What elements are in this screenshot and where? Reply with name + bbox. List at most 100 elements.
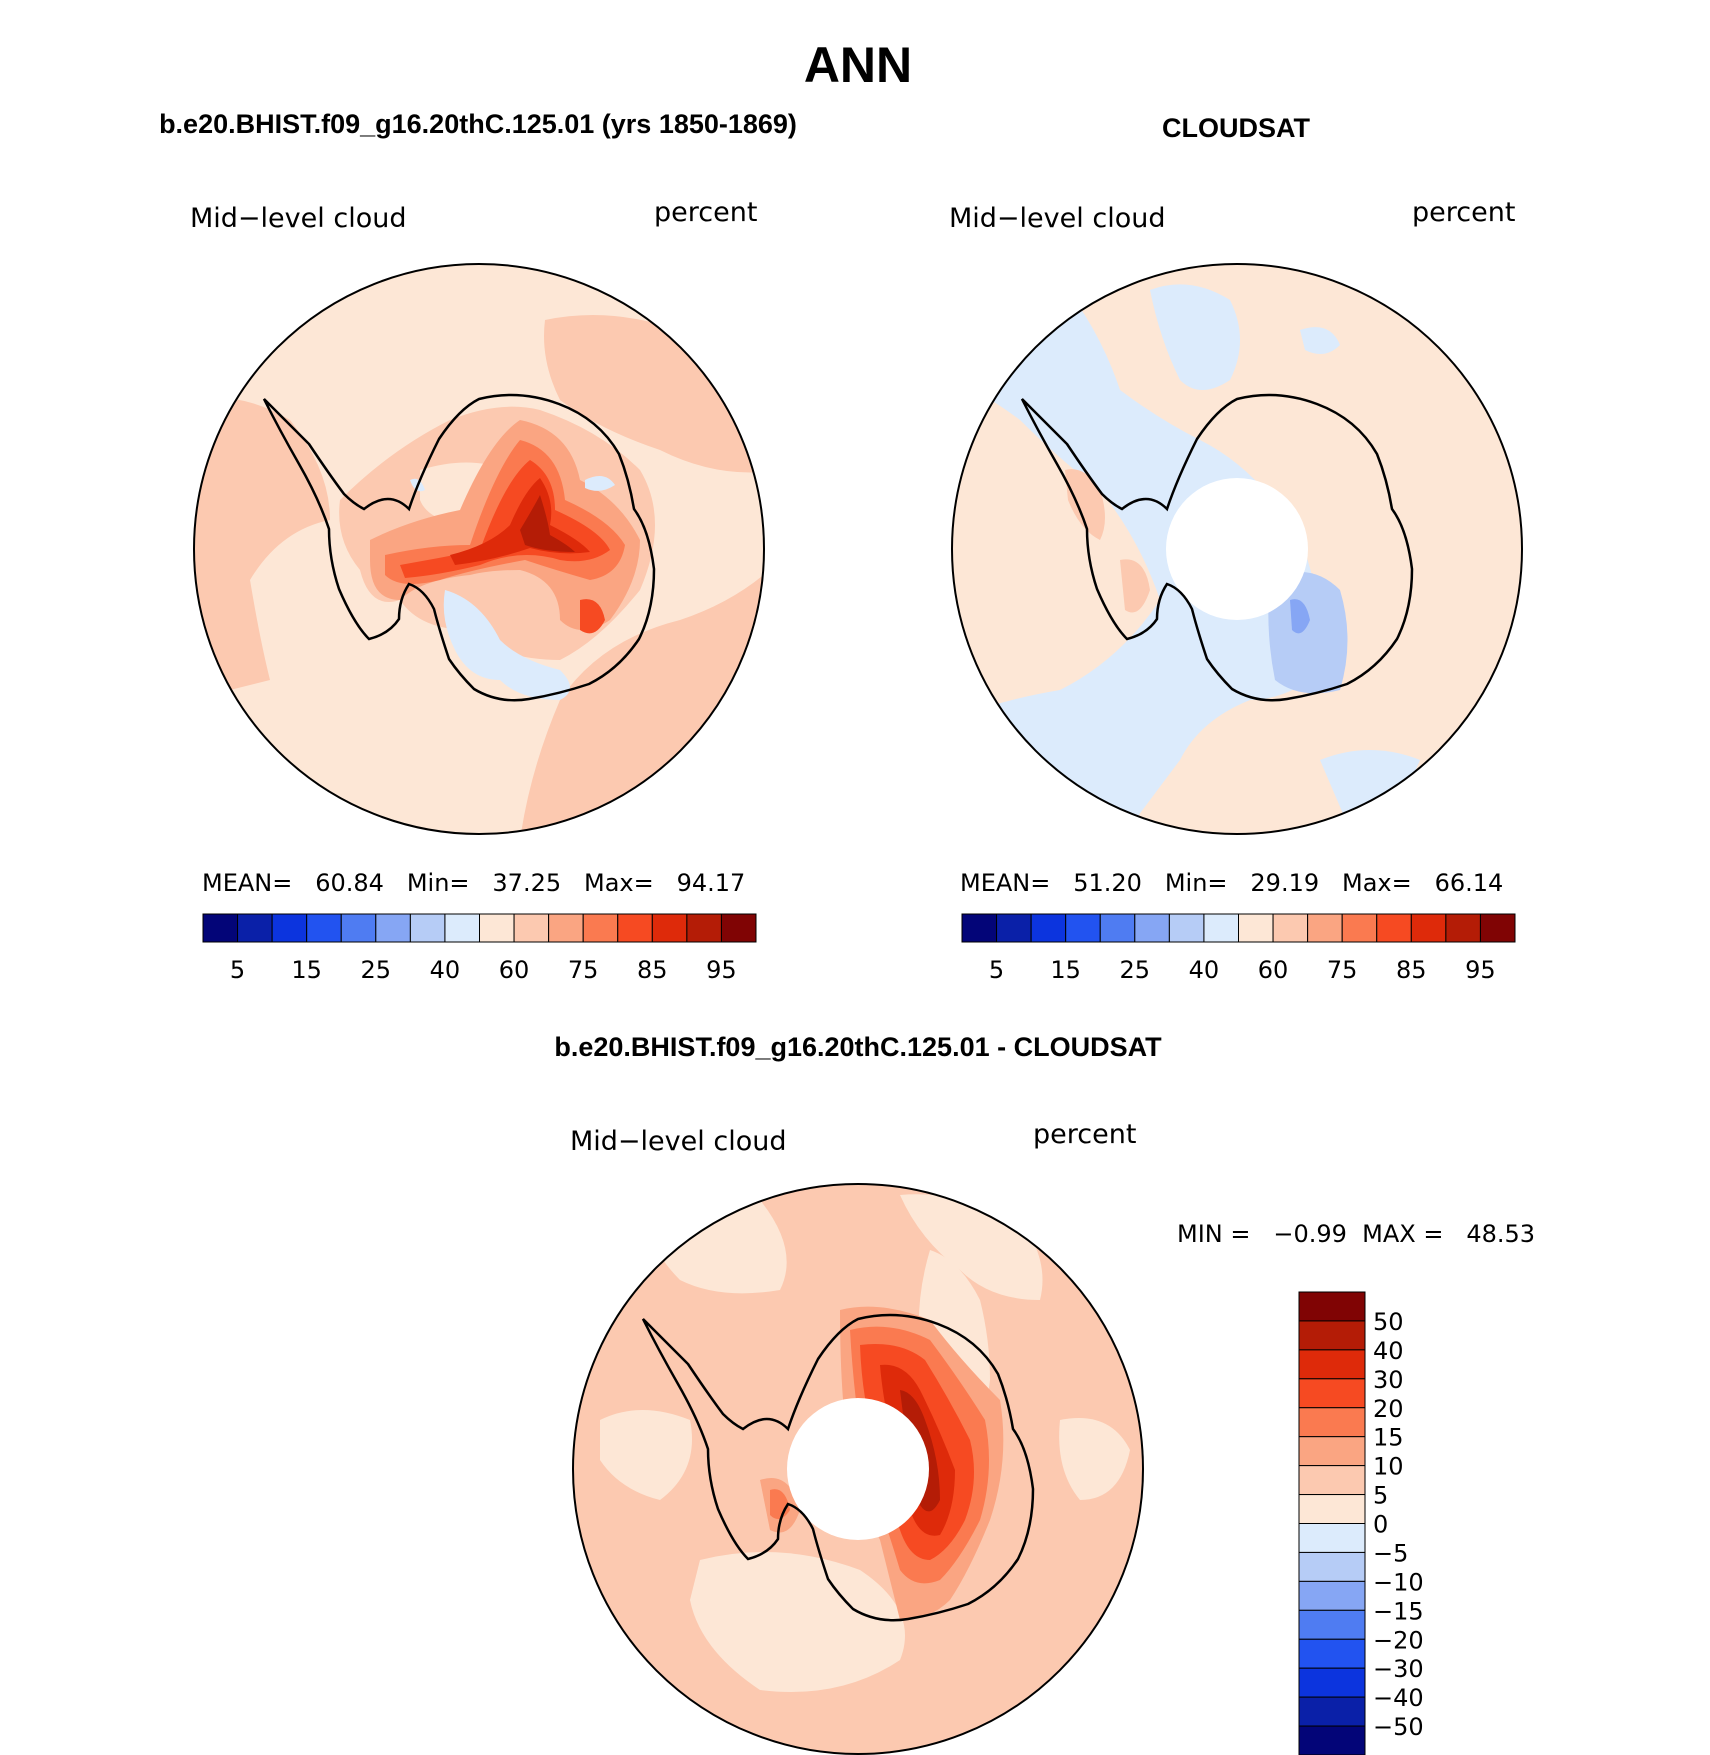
diff-colorbar-label: 15 <box>1373 1424 1404 1452</box>
model-colorbar-swatch <box>651 913 688 943</box>
obs-colorbar-swatch <box>1099 913 1136 943</box>
diff-colorbar-swatch <box>1298 1667 1366 1698</box>
diff-colorbar-swatch <box>1298 1320 1366 1351</box>
model-panel-title: b.e20.BHIST.f09_g16.20thC.125.01 (yrs 18… <box>159 109 797 139</box>
model-colorbar-swatch <box>548 913 584 943</box>
model-colorbar-label: 5 <box>230 956 245 984</box>
diff-missing-data-hole <box>787 1398 929 1540</box>
model-colorbar-swatch <box>479 913 515 943</box>
diff-colorbar-swatch <box>1298 1638 1366 1669</box>
diff-panel-title: b.e20.BHIST.f09_g16.20thC.125.01 - CLOUD… <box>554 1032 1162 1062</box>
diff-antarctica-coastline <box>641 1313 1035 1622</box>
diff-colorbar-label: 0 <box>1373 1511 1388 1539</box>
obs-colorbar-swatch <box>1134 913 1170 943</box>
diff-colorbar-label: 20 <box>1373 1395 1404 1423</box>
diff-colorbar-label: 5 <box>1373 1482 1388 1510</box>
obs-colorbar-label: 25 <box>1120 956 1151 984</box>
diff-colorbar-label: −20 <box>1373 1626 1424 1654</box>
obs-colorbar-swatch <box>1030 913 1067 943</box>
obs-colorbar-swatch <box>1376 913 1412 943</box>
model-colorbar-swatch <box>409 913 446 943</box>
model-colorbar-label: 15 <box>291 956 322 984</box>
obs-colorbar-swatch <box>1307 913 1343 943</box>
model-colorbar: 5 15 25 40 60 75 85 95 <box>202 913 757 984</box>
obs-colorbar-swatch <box>1272 913 1309 943</box>
obs-colorbar-swatch <box>1168 913 1205 943</box>
diff-colorbar-swatch <box>1298 1725 1366 1755</box>
model-colorbar-label: 25 <box>361 956 392 984</box>
diff-colorbar-swatch <box>1298 1291 1366 1322</box>
obs-antarctica-coastline <box>1020 393 1414 702</box>
diff-colorbar-label: −10 <box>1373 1568 1424 1596</box>
diff-colorbar-swatch <box>1298 1580 1366 1611</box>
model-colorbar-swatch <box>444 913 480 943</box>
model-colorbar-swatch <box>375 913 411 943</box>
obs-variable-label: Mid−level cloud <box>949 203 1165 234</box>
model-colorbar-swatch <box>513 913 550 943</box>
obs-colorbar-swatch <box>1203 913 1239 943</box>
model-colorbar-label: 95 <box>706 956 737 984</box>
model-colorbar-label: 85 <box>637 956 668 984</box>
diff-colorbar-label: −5 <box>1373 1539 1408 1567</box>
obs-colorbar-swatch <box>1445 913 1481 943</box>
model-variable-label: Mid−level cloud <box>190 203 406 234</box>
diff-colorbar-swatch <box>1298 1696 1366 1727</box>
diff-colorbar-label: 30 <box>1373 1366 1404 1394</box>
model-colorbar-swatch <box>582 913 619 943</box>
obs-colorbar-swatch <box>1410 913 1447 943</box>
obs-colorbar-swatch <box>1341 913 1378 943</box>
diff-colorbar-label: −40 <box>1373 1684 1424 1712</box>
diff-colorbar-swatch <box>1298 1378 1366 1409</box>
diff-stats: MIN = −0.99 MAX = 48.53 <box>1177 1220 1535 1248</box>
obs-colorbar-swatch <box>1479 913 1516 943</box>
model-map <box>194 264 764 834</box>
obs-colorbar-swatch <box>1238 913 1274 943</box>
obs-colorbar: 5 15 25 40 60 75 85 95 <box>961 913 1516 984</box>
diff-colorbar-swatch <box>1298 1523 1366 1553</box>
model-stats: MEAN= 60.84 Min= 37.25 Max= 94.17 <box>202 869 745 897</box>
obs-panel: Mid−level cloud percent MEAN= 51.20 Min=… <box>949 197 1523 984</box>
model-colorbar-label: 60 <box>499 956 530 984</box>
obs-colorbar-swatch <box>996 913 1032 943</box>
diff-colorbar-label: 40 <box>1373 1337 1404 1365</box>
season-title: ANN <box>804 37 912 93</box>
model-antarctica-coastline <box>262 393 656 702</box>
model-colorbar-swatch <box>271 913 308 943</box>
diff-colorbar-swatch <box>1298 1436 1366 1467</box>
model-colorbar-swatch <box>686 913 722 943</box>
diff-variable-label: Mid−level cloud <box>570 1126 786 1157</box>
obs-colorbar-label: 60 <box>1258 956 1289 984</box>
diff-colorbar-label: −30 <box>1373 1655 1424 1683</box>
model-units-label: percent <box>654 197 757 228</box>
model-colorbar-swatch <box>617 913 653 943</box>
obs-stats: MEAN= 51.20 Min= 29.19 Max= 66.14 <box>960 869 1503 897</box>
obs-colorbar-label: 75 <box>1327 956 1358 984</box>
model-colorbar-label: 75 <box>568 956 599 984</box>
obs-colorbar-label: 95 <box>1465 956 1496 984</box>
diff-colorbar-swatch <box>1298 1609 1366 1640</box>
obs-map-border <box>951 263 1523 835</box>
obs-units-label: percent <box>1412 197 1515 228</box>
model-colorbar-swatch <box>202 913 239 943</box>
obs-missing-data-hole <box>1166 478 1308 620</box>
model-panel: Mid−level cloud percent MEAN= 60.84 Min=… <box>190 197 765 984</box>
obs-colorbar-label: 40 <box>1189 956 1220 984</box>
model-colorbar-swatch <box>237 913 273 943</box>
diff-colorbar-label: 50 <box>1373 1308 1404 1336</box>
model-colorbar-swatch <box>340 913 377 943</box>
obs-colorbar-label: 5 <box>989 956 1004 984</box>
diff-colorbar-label: −15 <box>1373 1597 1424 1625</box>
model-colorbar-swatch <box>720 913 757 943</box>
diff-colorbar-label: −50 <box>1373 1713 1424 1741</box>
diff-colorbar-swatch <box>1298 1551 1366 1582</box>
diff-colorbar-swatch <box>1298 1349 1366 1380</box>
model-colorbar-swatch <box>306 913 342 943</box>
diff-panel: Mid−level cloud percent MIN = −0.99 MAX … <box>570 1119 1535 1755</box>
obs-colorbar-swatch <box>961 913 998 943</box>
diff-colorbar-swatch <box>1298 1407 1366 1438</box>
diff-map-border <box>572 1183 1144 1755</box>
diff-units-label: percent <box>1033 1119 1136 1150</box>
obs-colorbar-label: 15 <box>1050 956 1081 984</box>
